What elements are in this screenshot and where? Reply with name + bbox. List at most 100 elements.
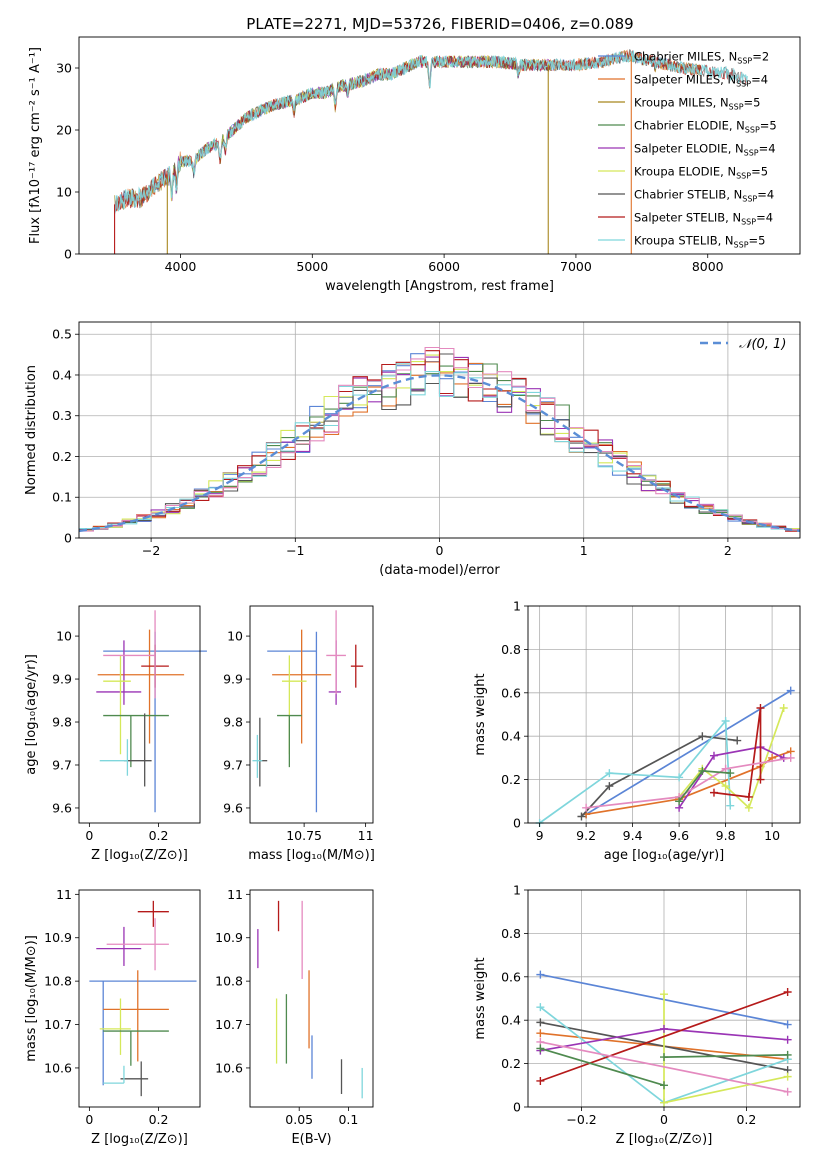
weight-marker (536, 1003, 545, 1012)
axes-frame (527, 889, 801, 1108)
y-tick-label: 10.7 (215, 1017, 243, 1032)
legend: Chabrier MILES, NSSP=2 Salpeter MILES, NS… (598, 50, 777, 250)
weight-marker (582, 803, 591, 812)
weight-marker (660, 1098, 668, 1107)
legend-label: Salpeter ELODIE, NSSP=4 (634, 142, 776, 158)
weight-marker (721, 764, 730, 773)
plot-area (79, 606, 200, 823)
panel-age-vs-Z: 0 0.2 9.6 9.7 9.8 9.9 10 Z [log₁₀(Z/Z⊙)] age [lo… (24, 605, 207, 863)
x-tick-label: −1 (286, 543, 304, 558)
weight-marker (536, 1076, 545, 1085)
x-tick-label: 9.2 (576, 828, 596, 843)
errorbar-point (89, 980, 197, 1086)
x-tick-label: 8000 (692, 259, 724, 274)
panel-weight-vs-Z: −0.2 0 0.2 0 0.2 0.4 0.6 0.8 1 Z [log₁₀(Z/Z⊙)] mas… (473, 883, 801, 1147)
weight-marker (783, 1020, 792, 1029)
y-tick-label: 0.4 (501, 1013, 521, 1028)
y-tick-label: 10 (227, 629, 243, 644)
weight-marker (744, 792, 753, 801)
y-tick-label: 10 (56, 185, 72, 200)
weight-marker (536, 1018, 545, 1027)
x-tick-label: 4000 (165, 259, 197, 274)
weight-marker (733, 736, 742, 745)
y-tick-label: 10.9 (215, 930, 243, 945)
axes-frame (78, 321, 801, 539)
errorbar-point (103, 610, 156, 699)
y-tick-label: 9.8 (223, 715, 243, 730)
marks-residuals (78, 346, 801, 533)
axes-frame (78, 605, 201, 824)
axes-frame (249, 889, 374, 1108)
spectrum-line (114, 50, 748, 214)
legend-label: Kroupa ELODIE, NSSP=5 (634, 165, 768, 181)
marks-age-vs-mass (252, 610, 364, 813)
y-tick-label: 10.8 (44, 974, 72, 989)
y-tick-label: 9.7 (52, 757, 72, 772)
x-tick-label: 0.2 (736, 1112, 756, 1127)
errorbar-point (106, 918, 169, 971)
axes-frame (78, 889, 201, 1108)
errorbar-point (267, 631, 318, 813)
histogram-series (79, 346, 800, 532)
errorbar-point (103, 1065, 125, 1084)
weight-line (540, 991, 788, 1082)
x-axis-label: Z [log₁₀(Z/Z⊙)] (91, 848, 188, 863)
weight-line (678, 746, 785, 809)
legend-label: Kroupa STELIB, NSSP=5 (634, 234, 765, 250)
weight-marker (660, 1081, 668, 1090)
errorbar-point (103, 1030, 169, 1066)
y-tick-label: 0 (64, 247, 72, 262)
panel-weight-vs-age: 9 9.2 9.4 9.6 9.8 10 0 0.2 0.4 0.6 0.8 1 age [log₁₀(… (473, 599, 801, 863)
marks-spectrum (114, 49, 748, 254)
weight-marker (786, 753, 795, 762)
weight-marker (605, 782, 614, 791)
plot-area (79, 37, 800, 254)
weight-line (540, 1047, 665, 1087)
plot-area (528, 606, 800, 823)
x-tick-label: −2 (142, 543, 160, 558)
weight-marker (726, 801, 735, 810)
errorbar-point (350, 644, 364, 688)
x-tick-label: 10.75 (286, 828, 322, 843)
y-tick-label: 0.8 (501, 926, 521, 941)
x-tick-label: 0.2 (149, 1112, 169, 1127)
legend-label: Kroupa MILES, NSSP=5 (634, 96, 760, 112)
errorbar-point (137, 900, 169, 927)
x-axis-label: wavelength [Angstrom, rest frame] (325, 279, 554, 294)
marks-weight-vs-age (535, 686, 795, 827)
x-tick-label: 10 (764, 828, 780, 843)
figure-title: PLATE=2271, MJD=53726, FIBERID=0406, z=0… (246, 15, 633, 33)
errorbar-point (103, 714, 169, 768)
x-tick-label: 0.05 (285, 1112, 313, 1127)
x-tick-label: 7000 (560, 259, 592, 274)
x-tick-label: 9.4 (623, 828, 643, 843)
weight-line (713, 707, 762, 798)
weight-marker (783, 1050, 792, 1059)
y-tick-label: 10.9 (44, 930, 72, 945)
y-tick-label: 9.8 (52, 715, 72, 730)
y-tick-label: 11 (56, 887, 72, 902)
weight-marker (536, 1044, 545, 1053)
panel-mass-vs-ebv: 0.05 0.1 10.6 10.7 10.8 10.9 11 E(B-V) (215, 887, 374, 1147)
legend-label: Salpeter STELIB, NSSP=4 (634, 211, 773, 227)
y-tick-label: 0.8 (501, 642, 521, 657)
y-tick-label: 0.2 (501, 772, 521, 787)
panel-age-vs-mass: 10.75 11 9.6 9.7 9.8 9.9 10 mass [log₁₀(M/M⊙)] (223, 605, 375, 863)
y-tick-label: 10.6 (215, 1060, 243, 1075)
panel-spectrum: 4000 5000 6000 7000 8000 0 10 20 30 wavelength [A… (28, 36, 801, 294)
y-tick-label: 0 (64, 531, 72, 546)
weight-marker (698, 766, 707, 775)
panel-residuals: −2 −1 0 1 2 0 0.1 0.2 0.3 0.4 0.5 (data-model)/erro… (24, 321, 801, 578)
weight-line (586, 757, 791, 809)
weight-marker (698, 732, 707, 741)
plot-area (79, 890, 200, 1107)
legend: 𝒩(0, 1) (700, 337, 786, 352)
weight-marker (721, 717, 730, 726)
y-tick-label: 0.2 (501, 1056, 521, 1071)
y-tick-label: 10.6 (44, 1060, 72, 1075)
errorbar-point (103, 970, 169, 1062)
y-tick-label: 11 (227, 887, 243, 902)
y-tick-label: 9.7 (223, 757, 243, 772)
y-tick-label: 9.6 (223, 800, 243, 815)
